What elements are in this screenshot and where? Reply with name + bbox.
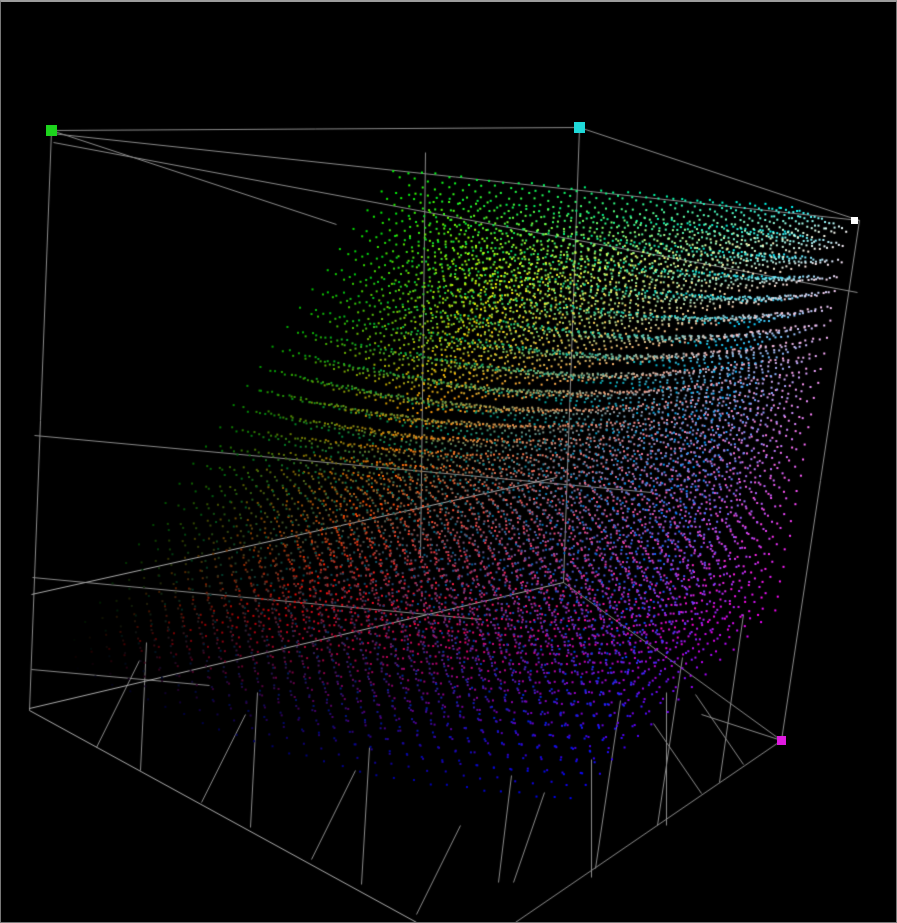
corner-marker-white[interactable]: [850, 216, 858, 224]
corner-marker-magenta[interactable]: [776, 735, 786, 745]
corner-marker-green[interactable]: [45, 124, 57, 136]
corner-marker-cyan[interactable]: [573, 121, 585, 133]
